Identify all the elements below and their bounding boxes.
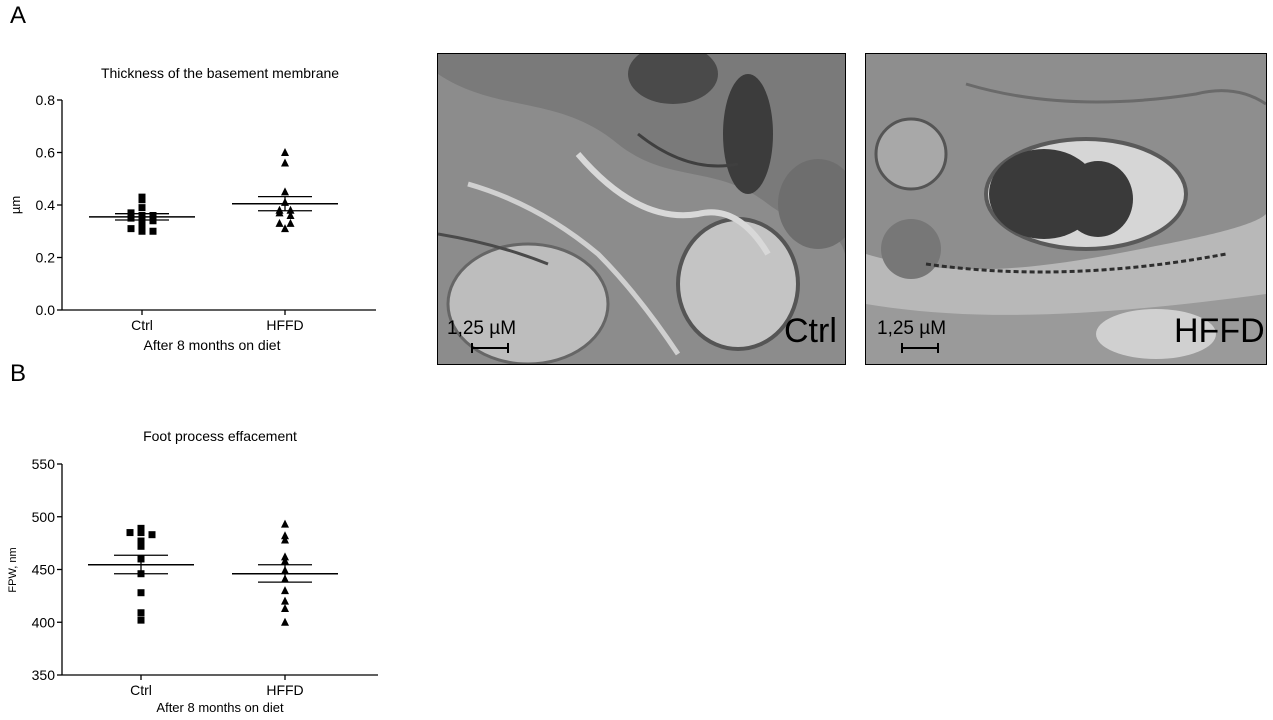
micrograph-ctrl-scale-label: 1,25 µM (447, 318, 517, 339)
data-point-triangle (281, 617, 289, 626)
micrograph-hffd-condition-label: HFFD (1174, 312, 1265, 350)
micrograph-ctrl-scale-bar (471, 343, 509, 353)
y-axis-label: µm (8, 196, 23, 214)
data-point-square (127, 214, 135, 222)
data-point-triangle (281, 604, 289, 613)
data-point-triangle (286, 205, 295, 214)
y-tick-label: 0.2 (36, 250, 56, 266)
data-point-triangle (281, 586, 289, 595)
data-point-triangle (281, 148, 289, 156)
data-point-triangle (281, 519, 289, 528)
y-tick-label: 350 (32, 667, 56, 683)
y-tick-label: 450 (32, 562, 56, 578)
data-point-triangle (281, 535, 289, 544)
data-point-square (149, 212, 157, 219)
data-point-square (149, 227, 157, 235)
x-tick-label: Ctrl (130, 682, 152, 698)
data-point-square (138, 196, 146, 204)
data-point-square (138, 217, 146, 225)
y-tick-label: 500 (32, 509, 56, 525)
x-tick-label: Ctrl (131, 317, 153, 333)
y-tick-label: 0.0 (36, 302, 56, 318)
x-axis-label: After 8 months on diet (144, 337, 281, 353)
data-point-square (137, 616, 145, 624)
data-point-square (137, 524, 145, 532)
data-point-triangle (286, 211, 295, 219)
data-point-square (127, 225, 135, 233)
chart-basement-membrane: Thickness of the basement membrane µm Af… (8, 65, 376, 353)
data-point-square (138, 204, 146, 212)
data-point-square (137, 529, 145, 537)
chart-title: Foot process effacement (143, 428, 297, 444)
y-tick-label: 550 (32, 456, 56, 472)
data-point-square (148, 531, 156, 539)
data-point-triangle (286, 218, 295, 227)
data-point-triangle (281, 596, 289, 605)
micrograph-ctrl-image (438, 54, 845, 364)
micrograph-hffd (865, 53, 1267, 365)
y-axis-label: FPW, nm (7, 547, 19, 592)
micrograph-hffd-scale-bar (901, 343, 939, 353)
data-point-square (127, 209, 135, 217)
data-point-triangle (275, 218, 284, 227)
x-axis-label: After 8 months on diet (156, 700, 284, 715)
data-point-square (138, 227, 146, 235)
x-tick-label: HFFD (266, 682, 303, 698)
data-point-triangle (281, 552, 289, 561)
data-point-triangle (281, 531, 289, 540)
y-tick-label: 400 (32, 614, 56, 630)
data-point-triangle (281, 187, 289, 196)
data-point-triangle (275, 208, 284, 217)
data-point-square (138, 222, 146, 230)
data-point-triangle (281, 158, 289, 167)
panel-a-label: A (10, 2, 27, 29)
y-tick-label: 0.6 (36, 145, 56, 161)
x-tick-label: HFFD (266, 317, 303, 333)
micrograph-hffd-scale-label: 1,25 µM (877, 318, 947, 339)
data-point-triangle (281, 556, 289, 565)
data-point-square (137, 589, 145, 597)
panel-b-label: B (10, 360, 27, 387)
y-tick-label: 0.4 (36, 197, 56, 213)
micrograph-ctrl (437, 53, 846, 365)
micrograph-ctrl-condition-label: Ctrl (784, 312, 837, 350)
data-point-square (137, 537, 145, 545)
chart-foot-process: Foot process effacement FPW, nm After 8 … (7, 428, 378, 715)
data-point-square (149, 217, 157, 225)
data-point-triangle (281, 224, 289, 233)
micrograph-hffd-image (866, 54, 1266, 364)
data-point-square (126, 529, 134, 537)
y-tick-label: 0.8 (36, 92, 56, 108)
chart-title: Thickness of the basement membrane (101, 65, 339, 81)
data-point-square (137, 542, 145, 550)
data-point-square (137, 609, 145, 617)
